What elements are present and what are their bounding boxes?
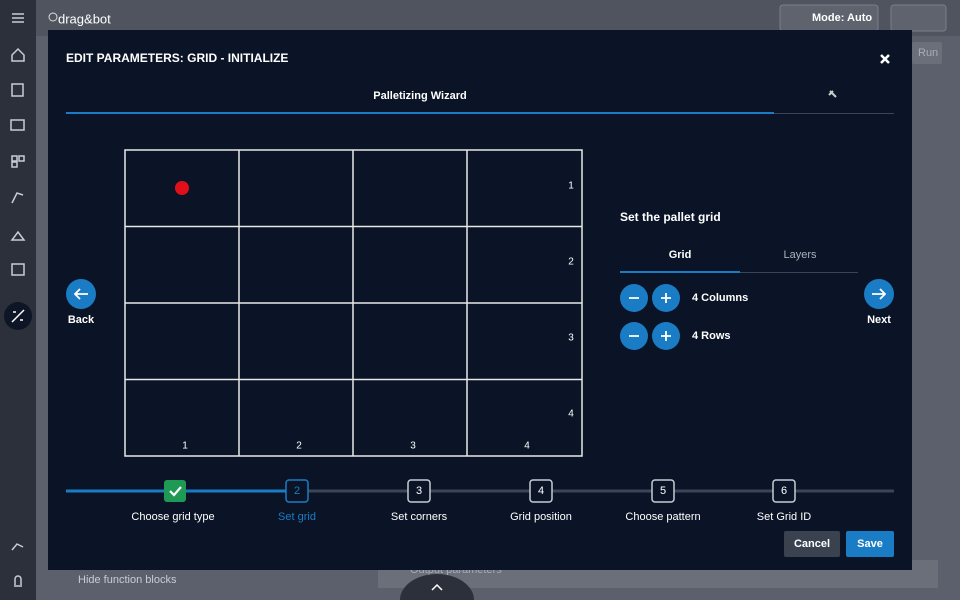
row-label: 1 [568, 181, 574, 192]
step-box[interactable] [772, 479, 796, 503]
step-check [169, 486, 182, 497]
pallet-grid [124, 149, 583, 457]
step-label: Set grid [278, 511, 316, 523]
step-label: Choose pattern [625, 511, 700, 523]
grid-tab[interactable]: Grid [669, 249, 692, 261]
next-icon [872, 288, 887, 300]
step-box[interactable] [529, 479, 553, 503]
close-button[interactable] [880, 54, 890, 64]
sidebar-icons [10, 13, 26, 587]
user-button[interactable] [890, 4, 947, 32]
wizard-tab[interactable]: Palletizing Wizard [373, 90, 466, 102]
row-label: 2 [568, 257, 574, 268]
step-label: Set corners [391, 511, 448, 523]
save-button[interactable] [846, 531, 894, 557]
hide-blocks[interactable]: Hide function blocks [78, 574, 177, 586]
columns-count: 4 Columns [692, 292, 748, 304]
grid-labels: 1 2 3 4 1 2 3 4 [182, 181, 574, 452]
column-label: 2 [296, 441, 302, 452]
cancel-label: Cancel [794, 538, 830, 550]
step-label: Grid position [510, 511, 572, 523]
step-box[interactable] [407, 479, 431, 503]
step-number: 6 [781, 485, 787, 497]
run-button[interactable] [912, 42, 942, 64]
row-label: 3 [568, 333, 574, 344]
stepper-controls [620, 284, 680, 350]
bottom-tab[interactable] [400, 574, 474, 600]
row-label: 4 [568, 409, 574, 420]
step-number: 3 [416, 485, 422, 497]
next-label: Next [867, 314, 891, 326]
logo: drag&bot [58, 11, 111, 26]
column-label: 4 [524, 441, 530, 452]
panel-heading: Set the pallet grid [620, 210, 721, 224]
dialog [48, 30, 912, 570]
step-number: 5 [660, 485, 666, 497]
step-label: Choose grid type [131, 511, 214, 523]
run-label: Run [918, 47, 938, 59]
back-icon [73, 288, 88, 300]
sidebar-active-icon [11, 309, 25, 323]
back-label: Back [68, 314, 95, 326]
wizard-steps: Choose grid type 2 Set grid 3 Set corners 4 Gr… [131, 479, 811, 523]
cancel-button[interactable] [784, 531, 840, 557]
step-box[interactable] [651, 479, 675, 503]
step-number: 2 [294, 485, 300, 497]
sidebar [0, 0, 36, 600]
settings-tab[interactable] [828, 90, 837, 98]
start-marker [175, 181, 189, 195]
step-done[interactable] [164, 480, 186, 502]
save-label: Save [857, 538, 883, 550]
rows-count: 4 Rows [692, 330, 731, 342]
step-number: 4 [538, 485, 544, 497]
layers-tab[interactable]: Layers [783, 249, 817, 261]
bottom-tab-arrow [431, 583, 443, 591]
step-label: Set Grid ID [757, 511, 811, 523]
column-label: 1 [182, 441, 188, 452]
step-box[interactable] [285, 479, 309, 503]
column-label: 3 [410, 441, 416, 452]
mode-label: Mode: Auto [812, 12, 872, 24]
dialog-title: EDIT PARAMETERS: GRID - INITIALIZE [66, 51, 288, 65]
logo-icon [48, 12, 58, 22]
